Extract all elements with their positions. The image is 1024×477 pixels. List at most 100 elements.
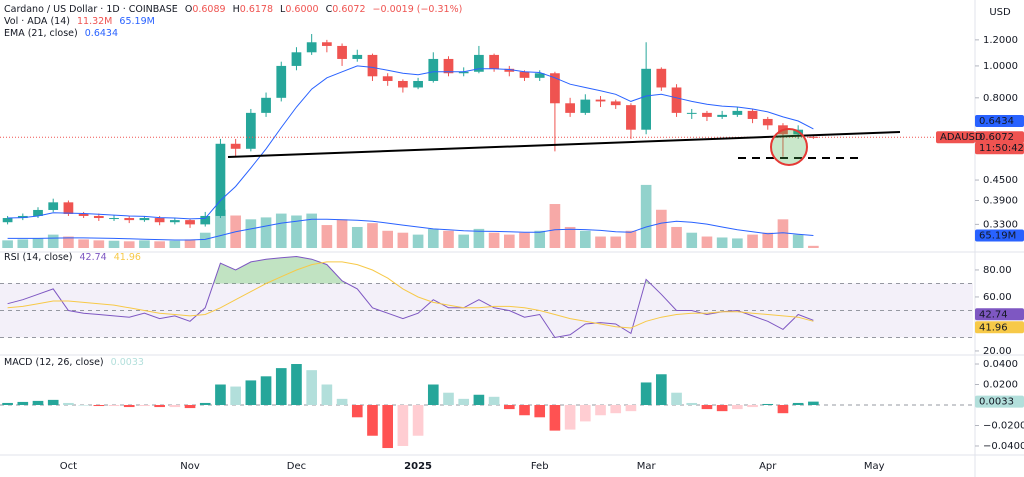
volume-bar: [443, 230, 454, 248]
macd-bar: [656, 374, 667, 405]
volume-bar: [2, 240, 13, 248]
macd-bar: [427, 384, 439, 405]
macd-tag-bg: [975, 395, 1024, 408]
volume-ma-tag-bg: [975, 229, 1024, 242]
macd-bar: [169, 405, 181, 408]
ohlc-value: 0.6000: [285, 4, 319, 15]
candle-body: [154, 218, 165, 223]
macd-bar: [108, 405, 120, 407]
candle-body: [261, 97, 271, 113]
price-tag-bg: [975, 131, 1024, 144]
candle-body: [747, 110, 758, 119]
y-tick-label: −0.0200: [983, 420, 1024, 431]
volume-bar: [47, 234, 59, 248]
macd-bar: [443, 392, 454, 405]
volume-bar: [139, 240, 150, 248]
macd-bar: [32, 400, 44, 405]
ema-value: 0.6434: [84, 28, 119, 39]
macd-bar: [549, 405, 561, 431]
volume-bar: [184, 239, 196, 248]
candle-body: [474, 54, 484, 72]
macd-bar: [686, 402, 698, 405]
volume-bar: [108, 240, 120, 248]
y-tick-label: −0.0400: [983, 441, 1024, 452]
volume-ma-line: [7, 218, 814, 241]
macd-bar: [625, 405, 637, 412]
volume-bar: [656, 209, 667, 248]
macd-bar: [321, 384, 333, 405]
symbol-tag-bg: [936, 131, 975, 144]
macd-title: MACD (12, 26, close): [4, 357, 104, 368]
plot: 1.2000 1.0000 0.8000 0.4500 0.3900 0.3300 Oct N…: [0, 34, 1024, 472]
volume-bar: [154, 241, 165, 248]
volume-bar: [564, 226, 576, 248]
candle-body: [185, 220, 195, 225]
volume-bar: [367, 223, 378, 248]
volume-bar: [123, 241, 135, 248]
volume-bar: [215, 209, 226, 248]
macd-bar: [306, 370, 317, 405]
macd-bar: [671, 392, 682, 405]
annotations: [227, 128, 901, 166]
macd-bar: [716, 405, 728, 412]
volume-bar: [534, 230, 546, 248]
volume-bar: [595, 236, 606, 248]
volume-bar: [17, 239, 29, 248]
y-tick-label: 1.2000: [983, 35, 1018, 46]
macd-bar: [412, 405, 424, 436]
volume-bar: [458, 234, 470, 248]
volume-bar: [579, 230, 591, 248]
candle-body: [717, 114, 728, 117]
macd-bar: [245, 380, 257, 405]
volume-bar: [245, 219, 257, 248]
candle-body: [367, 54, 378, 77]
candle-body: [626, 105, 636, 130]
macd-bar: [47, 399, 59, 405]
volume-bar: [701, 236, 713, 248]
volume-bar: [762, 232, 774, 248]
candle-body: [382, 76, 393, 81]
macd-bar: [397, 405, 409, 446]
macd-bar: [564, 405, 576, 430]
volume-bar: [199, 232, 211, 248]
macd-bar: [78, 405, 89, 406]
countdown-tag-bg: [975, 142, 1024, 155]
volume-bar: [169, 240, 181, 248]
volume-bar: [382, 230, 394, 248]
ohlc-label: H: [232, 4, 240, 15]
macd-bar: [199, 402, 211, 405]
candle-body: [656, 68, 667, 88]
candle-body: [306, 42, 317, 53]
volume-bar: [275, 213, 287, 248]
candle-body: [428, 58, 439, 81]
macd-bar: [351, 405, 363, 418]
macd-bar: [762, 403, 774, 405]
volume-bar: [93, 240, 105, 248]
candle-body: [93, 215, 104, 219]
volume-bar: [306, 213, 317, 248]
x-tick-label: Feb: [531, 461, 549, 472]
candle-body: [109, 218, 119, 220]
volume-bar: [808, 245, 819, 248]
macd-bar: [184, 405, 196, 409]
ema-tag: 0.6434: [979, 116, 1014, 127]
candle-body: [580, 99, 591, 113]
rsi-value: 42.74: [79, 252, 107, 263]
y-tick-label: 20.00: [983, 346, 1012, 357]
volume-bar: [640, 184, 652, 248]
candle-body: [200, 215, 211, 225]
candle-body: [489, 54, 499, 69]
macd-bar: [123, 405, 135, 408]
symbol-tag: ADAUSD: [940, 132, 983, 143]
macd-bar: [519, 405, 530, 416]
macd-bar: [579, 405, 591, 422]
macd-bar: [336, 398, 348, 405]
macd-bar: [63, 402, 74, 405]
candle-body: [671, 87, 682, 113]
ohlc-label: C: [325, 4, 333, 15]
rsi-ma-tag: 41.96: [979, 322, 1008, 333]
ema-line: [7, 65, 814, 220]
candle-body: [33, 209, 43, 216]
